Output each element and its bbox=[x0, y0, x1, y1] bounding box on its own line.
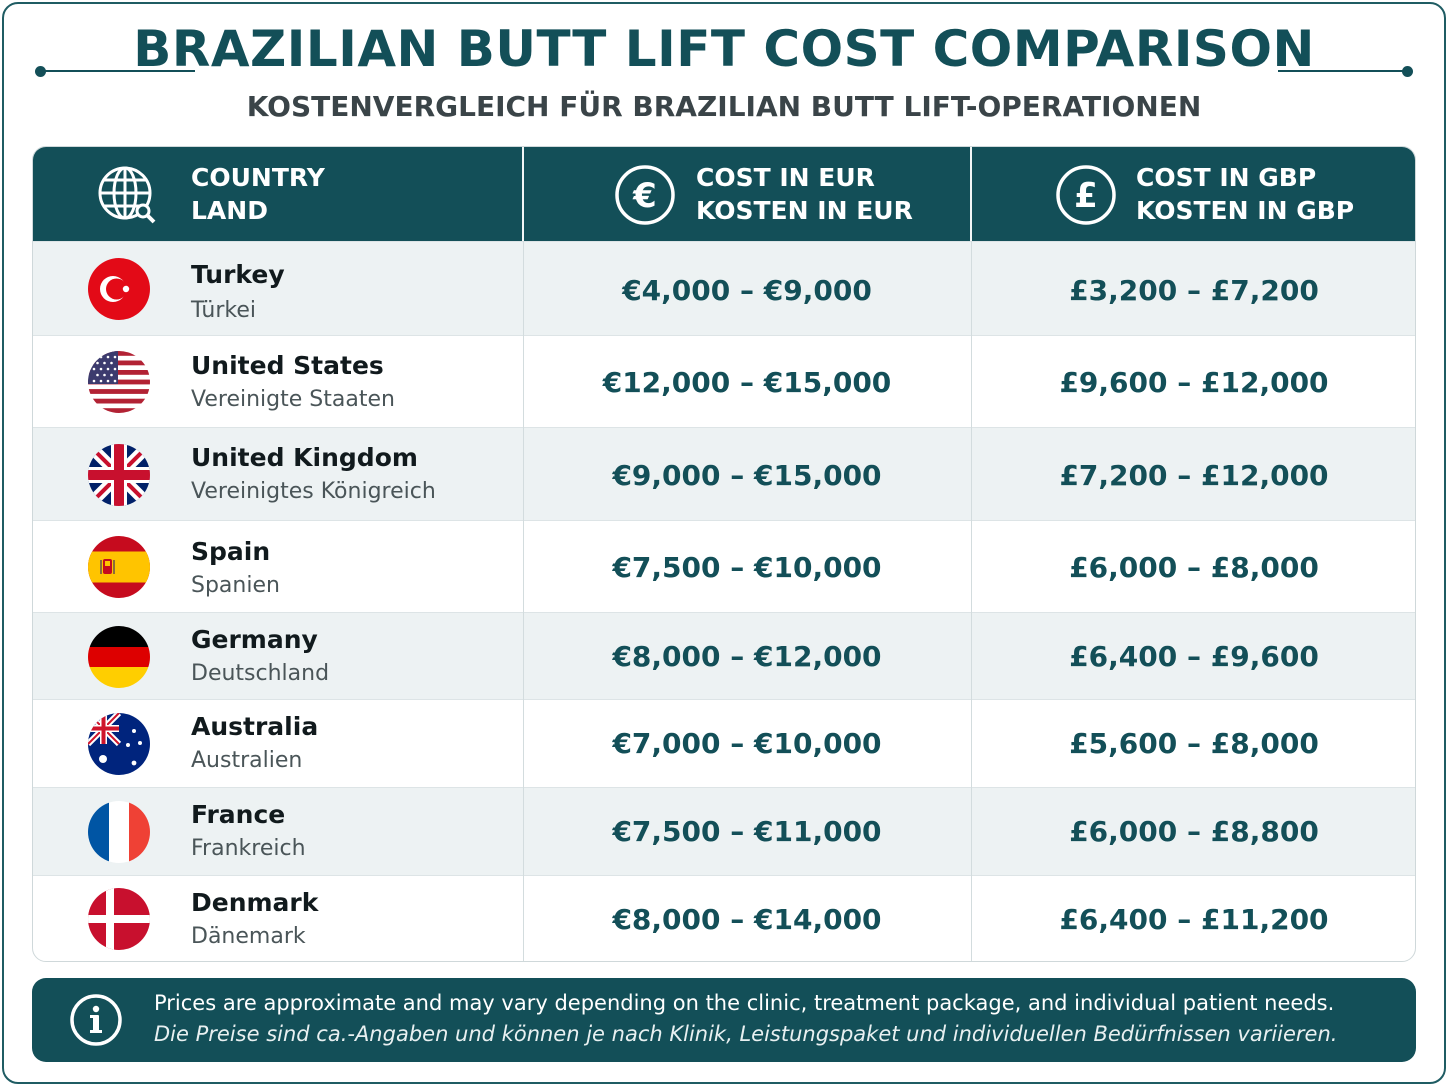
cost-eur: €7,500 – €11,000 bbox=[612, 815, 882, 848]
disclaimer-text-de: Die Preise sind ca.-Angaben und können j… bbox=[154, 1022, 1338, 1046]
country-name-de: Vereinigtes Königreich bbox=[191, 479, 436, 504]
denmark-flag-icon bbox=[88, 888, 150, 950]
country-name-de: Frankreich bbox=[191, 836, 306, 861]
pound-icon: £ bbox=[1054, 163, 1118, 227]
title-decoration-dot-right bbox=[1402, 66, 1413, 77]
country-name-de: Türkei bbox=[191, 298, 257, 323]
cost-table: COUNTRY LAND € COST IN EUR KOSTEN IN EUR bbox=[32, 146, 1416, 962]
cost-gbp: £9,600 – £12,000 bbox=[1059, 366, 1329, 399]
cost-gbp: £6,000 – £8,800 bbox=[1069, 815, 1319, 848]
table-row: United Kingdom Vereinigtes Königreich €9… bbox=[33, 427, 1415, 520]
country-name-de: Australien bbox=[191, 748, 303, 773]
header-divider bbox=[970, 147, 972, 241]
table-row: Spain Spanien €7,500 – €10,000 £6,000 – … bbox=[33, 520, 1415, 612]
page-title: BRAZILIAN BUTT LIFT COST COMPARISON bbox=[133, 20, 1315, 78]
country-name-de: Vereinigte Staaten bbox=[191, 387, 395, 412]
country-name: Spain bbox=[191, 537, 271, 566]
table-row: France Frankreich €7,500 – €11,000 £6,00… bbox=[33, 787, 1415, 875]
spain-flag-icon bbox=[88, 536, 150, 598]
cost-eur: €9,000 – €15,000 bbox=[612, 459, 882, 492]
table-row: Turkey Türkei €4,000 – €9,000 £3,200 – £… bbox=[33, 241, 1415, 335]
cost-gbp: £3,200 – £7,200 bbox=[1069, 274, 1319, 307]
cost-gbp: £6,000 – £8,000 bbox=[1069, 551, 1319, 584]
cost-eur: €12,000 – €15,000 bbox=[602, 366, 892, 399]
info-icon bbox=[68, 992, 124, 1048]
cost-eur: €7,000 – €10,000 bbox=[612, 727, 882, 760]
header-divider bbox=[522, 147, 524, 241]
cost-eur: €8,000 – €12,000 bbox=[612, 640, 882, 673]
country-header-de: LAND bbox=[191, 196, 268, 225]
country-header-en: COUNTRY bbox=[191, 163, 325, 192]
cost-gbp: £6,400 – £11,200 bbox=[1059, 903, 1329, 936]
country-name: Germany bbox=[191, 625, 318, 654]
table-header: COUNTRY LAND € COST IN EUR KOSTEN IN EUR bbox=[33, 147, 1415, 241]
country-name: United States bbox=[191, 351, 384, 380]
disclaimer-box: Prices are approximate and may vary depe… bbox=[32, 978, 1416, 1062]
country-name: Denmark bbox=[191, 888, 319, 917]
table-row: United States Vereinigte Staaten €12,000… bbox=[33, 335, 1415, 427]
country-name: France bbox=[191, 800, 286, 829]
column-header-eur: € COST IN EUR KOSTEN IN EUR bbox=[524, 147, 971, 241]
france-flag-icon bbox=[88, 801, 150, 863]
australia-flag-icon bbox=[88, 713, 150, 775]
table-row: Germany Deutschland €8,000 – €12,000 £6,… bbox=[33, 612, 1415, 699]
page-subtitle: KOSTENVERGLEICH FÜR BRAZILIAN BUTT LIFT-… bbox=[246, 90, 1202, 123]
usa-flag-icon bbox=[88, 351, 150, 413]
cost-gbp: £6,400 – £9,600 bbox=[1069, 640, 1319, 673]
svg-text:€: € bbox=[632, 176, 657, 216]
cost-eur: €8,000 – €14,000 bbox=[612, 903, 882, 936]
title-decoration-line-right bbox=[1278, 70, 1408, 72]
globe-icon bbox=[95, 163, 159, 227]
table-row: Australia Australien €7,000 – €10,000 £5… bbox=[33, 699, 1415, 787]
country-name-de: Spanien bbox=[191, 573, 280, 598]
eur-header-en: COST IN EUR bbox=[696, 163, 875, 192]
cost-gbp: £5,600 – £8,000 bbox=[1069, 727, 1319, 760]
gbp-header-en: COST IN GBP bbox=[1136, 163, 1317, 192]
country-name: United Kingdom bbox=[191, 443, 418, 472]
cost-gbp: £7,200 – £12,000 bbox=[1059, 459, 1329, 492]
euro-icon: € bbox=[613, 163, 677, 227]
gbp-header-de: KOSTEN IN GBP bbox=[1136, 196, 1355, 225]
title-decoration-line-left bbox=[40, 70, 195, 72]
eur-header-de: KOSTEN IN EUR bbox=[696, 196, 913, 225]
table-row: Denmark Dänemark €8,000 – €14,000 £6,400… bbox=[33, 875, 1415, 961]
column-header-gbp: £ COST IN GBP KOSTEN IN GBP bbox=[972, 147, 1415, 241]
cost-eur: €7,500 – €10,000 bbox=[612, 551, 882, 584]
germany-flag-icon bbox=[88, 626, 150, 688]
country-name-de: Deutschland bbox=[191, 661, 330, 686]
cost-eur: €4,000 – €9,000 bbox=[622, 274, 872, 307]
column-divider bbox=[523, 241, 524, 961]
uk-flag-icon bbox=[88, 444, 150, 506]
disclaimer-text-en: Prices are approximate and may vary depe… bbox=[154, 991, 1335, 1015]
column-divider bbox=[971, 241, 972, 961]
country-name-de: Dänemark bbox=[191, 924, 306, 949]
country-name: Turkey bbox=[191, 260, 285, 289]
country-name: Australia bbox=[191, 712, 319, 741]
turkey-flag-icon bbox=[88, 258, 150, 320]
column-header-country: COUNTRY LAND bbox=[33, 147, 523, 241]
svg-text:£: £ bbox=[1074, 176, 1098, 216]
